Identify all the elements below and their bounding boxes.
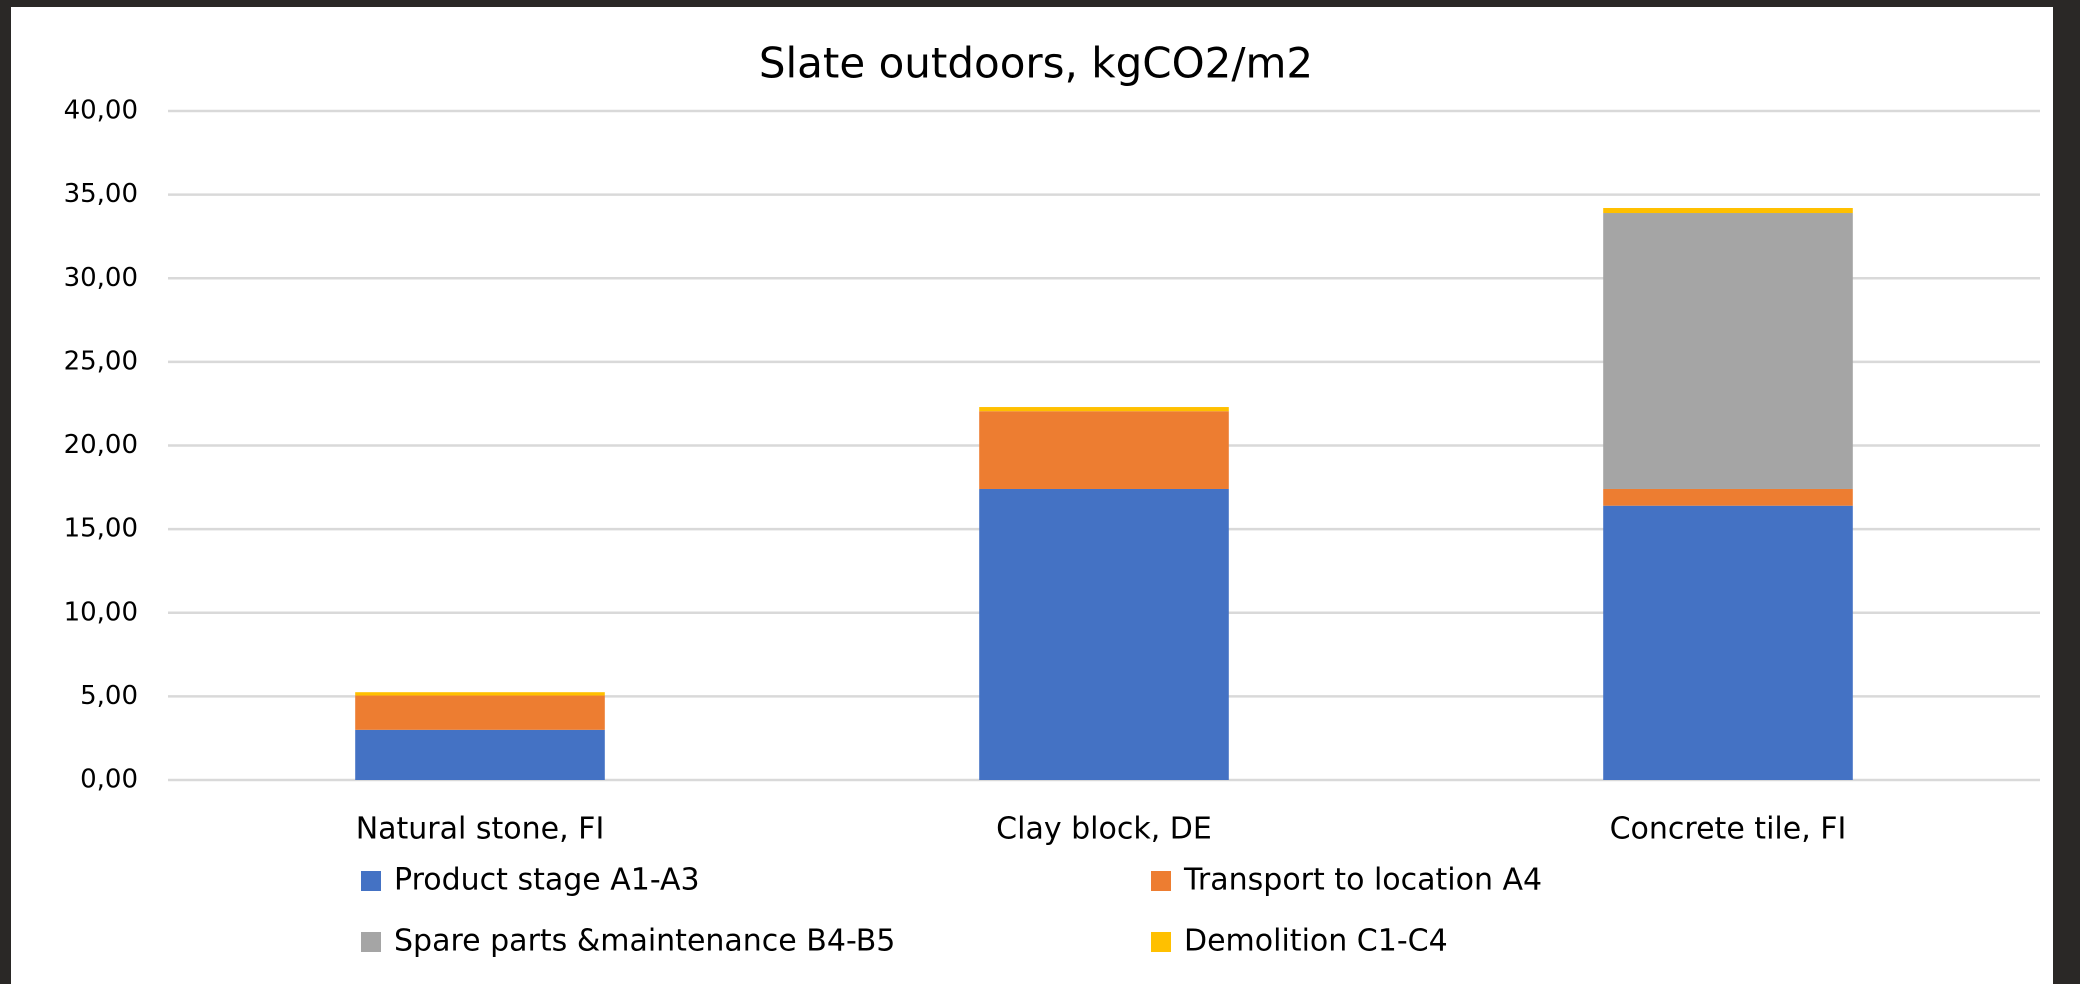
x-tick-label: Natural stone, FI bbox=[356, 812, 605, 847]
y-tick-label: 15,00 bbox=[64, 514, 138, 544]
y-tick-label: 30,00 bbox=[64, 263, 138, 293]
y-tick-label: 0,00 bbox=[80, 765, 138, 795]
legend-swatch bbox=[1151, 932, 1171, 952]
chart-title: Slate outdoors, kgCO2/m2 bbox=[759, 39, 1313, 88]
y-tick-label: 20,00 bbox=[64, 430, 138, 460]
bar-segment bbox=[355, 729, 605, 780]
legend-label: Demolition C1-C4 bbox=[1184, 924, 1448, 959]
bar-segment bbox=[355, 692, 605, 696]
y-tick-label: 5,00 bbox=[80, 681, 138, 711]
bar-segment bbox=[1603, 208, 1853, 214]
legend-label: Spare parts &maintenance B4-B5 bbox=[394, 924, 895, 959]
y-tick-label: 10,00 bbox=[64, 597, 138, 627]
y-tick-label: 25,00 bbox=[64, 346, 138, 376]
bar-segment bbox=[979, 407, 1229, 412]
legend-label: Transport to location A4 bbox=[1183, 863, 1542, 898]
legend-swatch bbox=[361, 871, 381, 891]
x-tick-label: Concrete tile, FI bbox=[1610, 812, 1847, 847]
x-tick-label: Clay block, DE bbox=[996, 812, 1212, 847]
legend-swatch bbox=[361, 932, 381, 952]
legend-label: Product stage A1-A3 bbox=[394, 863, 700, 898]
bar-segment bbox=[979, 411, 1229, 489]
bar-segment bbox=[1603, 213, 1853, 489]
bar-segment bbox=[979, 488, 1229, 780]
y-tick-label: 35,00 bbox=[64, 179, 138, 209]
bar-segment bbox=[355, 695, 605, 730]
legend-swatch bbox=[1151, 871, 1171, 891]
bar-segment bbox=[1603, 505, 1853, 780]
bar-segment bbox=[1603, 488, 1853, 506]
y-tick-label: 40,00 bbox=[64, 96, 138, 126]
